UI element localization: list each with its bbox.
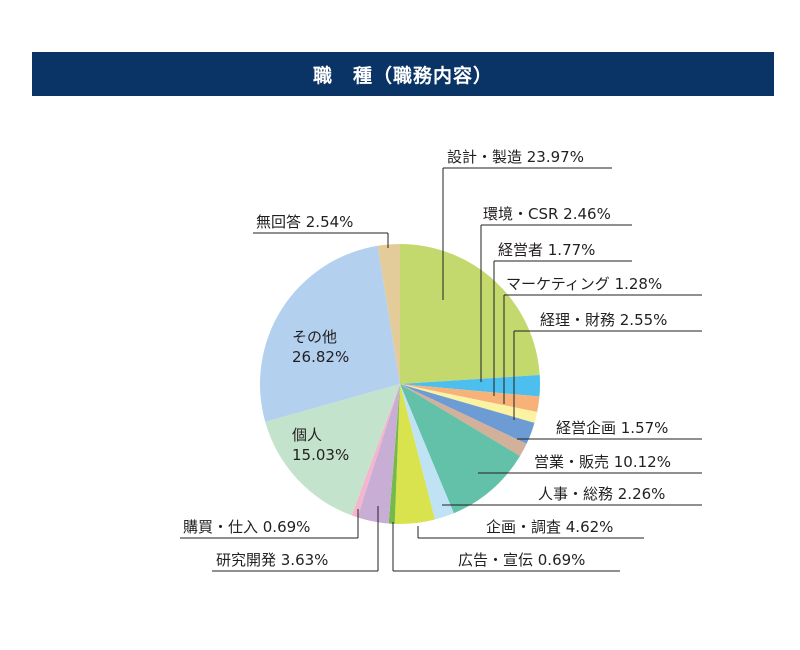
leader-slice-5 [513, 330, 702, 420]
label-slice-8: 人事・総務 2.26% [538, 485, 665, 503]
label-slice-2: 環境・CSR 2.46% [483, 205, 611, 223]
leader-slice-11 [212, 506, 379, 572]
label-slice-9: 企画・調査 4.62% [486, 518, 613, 536]
leader-slice-10 [392, 522, 620, 572]
label-slice-6: 経営企画 1.57% [556, 419, 668, 437]
label-slice-5: 経理・財務 2.55% [540, 311, 667, 329]
pie-slice-5 [400, 384, 535, 444]
pie-slice-7 [400, 384, 521, 514]
pie-slice-1 [400, 244, 540, 384]
leader-slice-12 [180, 509, 359, 539]
pie-slice-9 [394, 384, 435, 525]
pie-slice-2 [400, 374, 541, 397]
leader-slice-3 [493, 260, 632, 396]
label-slice-12: 購買・仕入 0.69% [183, 518, 310, 536]
pie-slice-3 [400, 384, 540, 412]
pie-slice-10 [388, 384, 400, 524]
label-slice-4: マーケティング 1.28% [506, 275, 662, 293]
leader-slice-4 [503, 294, 702, 404]
label-slice-15: 無回答 2.54% [256, 213, 353, 231]
label-slice-7: 営業・販売 10.12% [534, 453, 671, 471]
pie-slice-6 [400, 384, 527, 457]
label-slice-3: 経営者 1.77% [498, 241, 595, 259]
leader-slice-2 [480, 224, 632, 382]
pie-slice-12 [351, 384, 400, 518]
pie-slice-4 [400, 384, 538, 423]
label-slice-11: 研究開発 3.63% [216, 551, 328, 569]
leader-slice-9 [417, 526, 644, 539]
label-slice-13-value: 15.03% [292, 446, 349, 464]
pie-slice-13 [265, 384, 400, 516]
label-slice-14-value: 26.82% [292, 348, 349, 366]
chart-title: 職 種（職務内容） [312, 64, 493, 87]
pie-slice-14 [260, 245, 400, 422]
label-slice-10: 広告・宣伝 0.69% [458, 551, 585, 569]
pie-slice-11 [357, 384, 400, 524]
title-bar: 職 種（職務内容） [32, 52, 774, 96]
label-slice-1: 設計・製造 23.97% [447, 148, 584, 166]
pie-slice-8 [400, 384, 454, 520]
leader-slice-1 [442, 167, 612, 300]
label-slice-13-name: 個人 [292, 426, 322, 444]
leader-slice-15 [253, 232, 389, 248]
pie-slice-15 [377, 244, 400, 384]
label-slice-14-name: その他 [292, 328, 337, 346]
